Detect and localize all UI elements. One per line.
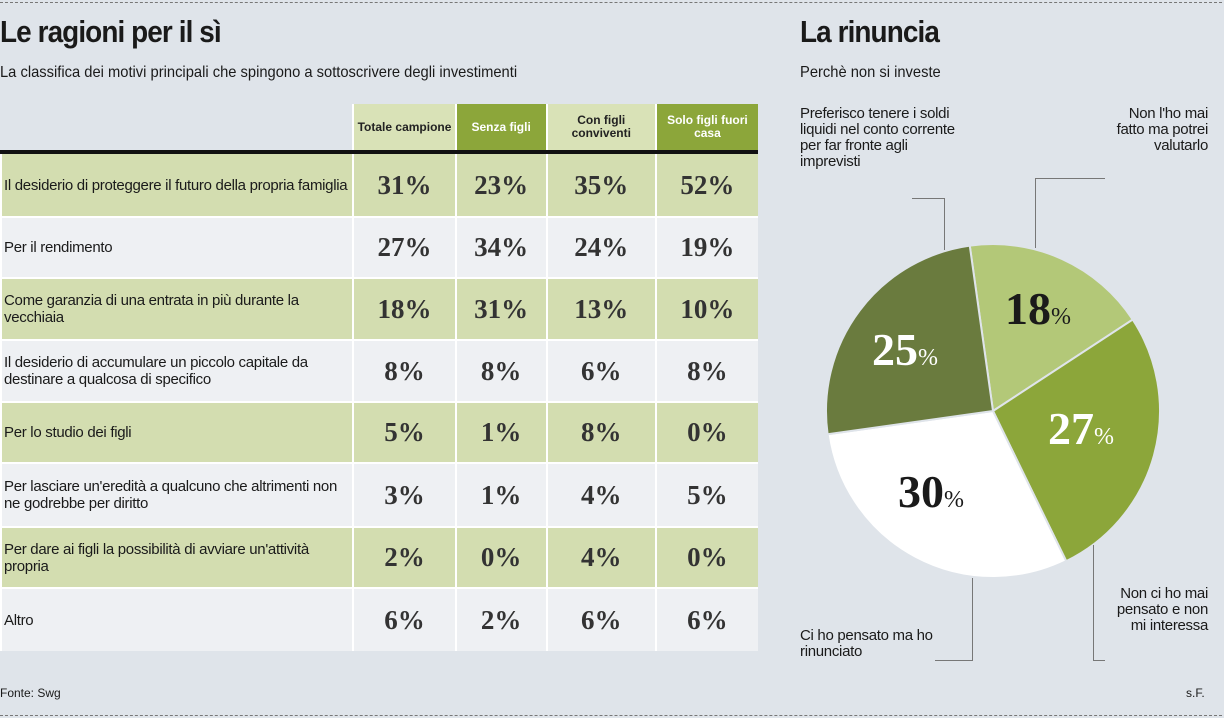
cell-value: 6% [654, 587, 758, 651]
row-label: Per lasciare un'eredità a qualcuno che a… [0, 462, 354, 527]
cell-value: 1% [454, 401, 547, 463]
cell-value: 8% [654, 339, 758, 402]
cell-value: 5% [352, 401, 456, 463]
pie-slice [825, 244, 995, 436]
cell-value: 1% [454, 462, 547, 527]
leader-line [1093, 545, 1094, 660]
leader-line [1035, 178, 1105, 179]
pie-label-not-interested: Non ci ho mai pensato e non mi interessa [1116, 585, 1208, 634]
table-row: Per dare ai figli la possibilità di avvi… [0, 526, 758, 588]
left-title: Le ragioni per il sì [0, 14, 222, 49]
table-row: Per lasciare un'eredità a qualcuno che a… [0, 462, 758, 527]
cell-value: 4% [545, 526, 656, 588]
pct-label-30: 30% [898, 466, 964, 517]
cell-value: 23% [454, 151, 547, 217]
row-label: Per il rendimento [0, 216, 354, 278]
cell-value: 0% [654, 401, 758, 463]
leader-line [1035, 178, 1036, 248]
cell-value: 10% [654, 277, 758, 340]
cell-value: 4% [545, 462, 656, 527]
left-subtitle: La classifica dei motivi principali che … [0, 64, 518, 81]
leader-line [912, 198, 945, 199]
cell-value: 19% [654, 216, 758, 278]
table-row: Per il rendimento 27% 34% 24% 19% [0, 216, 758, 278]
col-header: Senza figli [454, 104, 547, 154]
cell-value: 52% [654, 151, 758, 217]
pct-label-18: 18% [1005, 283, 1071, 334]
cell-value: 8% [454, 339, 547, 402]
pie-slice [991, 318, 1161, 563]
credit: s.F. [1186, 686, 1205, 700]
pie-label-maybe: Non l'ho mai fatto ma potrei valutarlo [1116, 105, 1209, 154]
cell-value: 24% [545, 216, 656, 278]
cell-value: 6% [545, 587, 656, 651]
cell-value: 8% [545, 401, 656, 463]
col-header: Solo figli fuori casa [654, 104, 758, 154]
cell-value: 31% [454, 277, 547, 340]
cell-value: 8% [352, 339, 456, 402]
cell-value: 6% [352, 587, 456, 651]
row-label: Per dare ai figli la possibilità di avvi… [0, 526, 354, 588]
cell-value: 2% [454, 587, 547, 651]
header-blank [1, 104, 354, 154]
cell-value: 34% [454, 216, 547, 278]
col-header: Con figli conviventi [545, 104, 656, 154]
cell-value: 27% [352, 216, 456, 278]
cell-value: 0% [454, 526, 547, 588]
pie-label-gave-up: Ci ho pensato ma ho rinunciato [800, 627, 933, 660]
row-label: Come garanzia di una entrata in più dura… [0, 277, 354, 340]
pct-label-25: 25% [872, 324, 938, 375]
table-row: Il desiderio di accumulare un piccolo ca… [0, 339, 758, 402]
table-row: Altro 6% 2% 6% 6% [0, 587, 758, 651]
table-row: Il desiderio di proteggere il futuro del… [0, 151, 758, 217]
cell-value: 0% [654, 526, 758, 588]
cell-value: 3% [352, 462, 456, 527]
leader-line [935, 660, 973, 661]
leader-line [944, 198, 945, 250]
table-row: Come garanzia di una entrata in più dura… [0, 277, 758, 340]
cell-value: 13% [545, 277, 656, 340]
row-label: Per lo studio dei figli [0, 401, 354, 463]
right-title: La rinuncia [800, 14, 940, 49]
source-note: Fonte: Swg [0, 686, 61, 700]
pie-label-liquid: Preferisco tenere i soldi liquidi nel co… [800, 105, 955, 170]
reasons-table: Totale campione Senza figli Con figli co… [0, 104, 758, 651]
cell-value: 6% [545, 339, 656, 402]
row-label: Il desiderio di proteggere il futuro del… [0, 151, 354, 217]
cell-value: 18% [352, 277, 456, 340]
cell-value: 35% [545, 151, 656, 217]
row-label: Il desiderio di accumulare un piccolo ca… [0, 339, 354, 402]
leader-line [972, 578, 973, 660]
leader-line [1093, 660, 1105, 661]
cell-value: 5% [654, 462, 758, 527]
right-subtitle: Perchè non si investe [800, 64, 941, 81]
table-row: Per lo studio dei figli 5% 1% 8% 0% [0, 401, 758, 463]
pie-slice [968, 243, 1135, 413]
pct-label-27: 27% [1048, 403, 1114, 454]
col-header: Totale campione [352, 104, 456, 154]
cell-value: 2% [352, 526, 456, 588]
pie-slice [826, 409, 1068, 579]
cell-value: 31% [352, 151, 456, 217]
row-label: Altro [0, 587, 354, 651]
